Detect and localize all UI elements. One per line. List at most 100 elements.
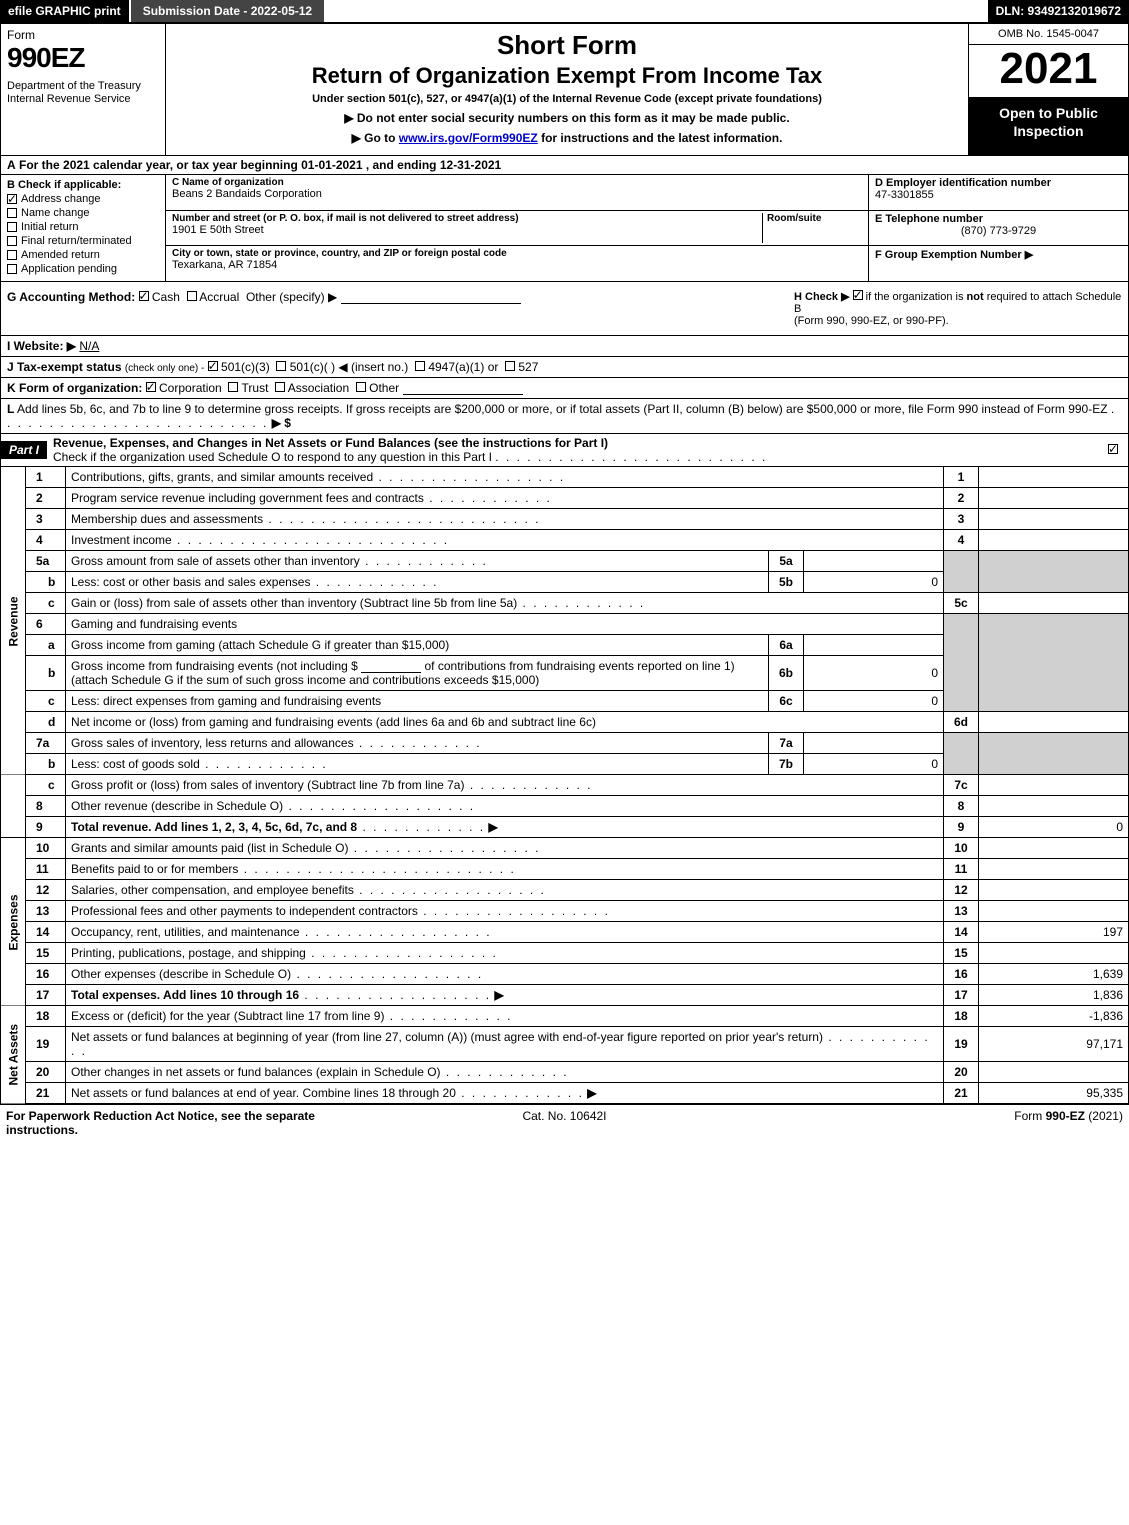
checkbox-icon[interactable] <box>146 382 156 392</box>
checkbox-icon[interactable] <box>7 264 17 274</box>
d-lbl: D Employer identification number <box>875 177 1122 189</box>
line-desc: Other expenses (describe in Schedule O) <box>66 964 944 985</box>
top-spacer <box>324 0 987 22</box>
right-val <box>979 859 1129 880</box>
line-text: Printing, publications, postage, and shi… <box>71 946 306 960</box>
c-name-block: C Name of organization Beans 2 Bandaids … <box>166 175 868 211</box>
line-text: Occupancy, rent, utilities, and maintena… <box>71 925 300 939</box>
blank-line <box>341 292 521 304</box>
checkbox-icon[interactable] <box>853 290 863 300</box>
line-num: 13 <box>26 901 66 922</box>
right-val <box>979 467 1129 488</box>
checkbox-icon[interactable] <box>187 291 197 301</box>
revenue-side-cont <box>1 775 26 838</box>
table-row: 7a Gross sales of inventory, less return… <box>1 733 1129 754</box>
right-num: 6d <box>944 712 979 733</box>
line-text: Total expenses. Add lines 10 through 16 <box>71 988 299 1002</box>
dots-icon <box>300 925 492 939</box>
k-o1: Corporation <box>159 381 222 395</box>
line-desc: Less: cost or other basis and sales expe… <box>66 572 769 593</box>
line-num: 16 <box>26 964 66 985</box>
checkbox-icon[interactable] <box>139 291 149 301</box>
sub-val: 0 <box>804 656 944 691</box>
b-opt-label: Initial return <box>21 221 78 233</box>
sub-num: 6c <box>769 691 804 712</box>
b-opt-final: Final return/terminated <box>7 235 159 247</box>
right-num: 18 <box>944 1006 979 1027</box>
h-t4: (Form 990, 990-EZ, or 990-PF). <box>794 315 949 327</box>
checkbox-icon[interactable] <box>7 194 17 204</box>
b-opt-pending: Application pending <box>7 263 159 275</box>
efile-print-label[interactable]: efile GRAPHIC print <box>0 0 129 22</box>
part1-title: Revenue, Expenses, and Changes in Net As… <box>53 436 608 450</box>
line-text: Gross sales of inventory, less returns a… <box>71 736 354 750</box>
line-num: 17 <box>26 985 66 1006</box>
checkbox-icon[interactable] <box>276 361 286 371</box>
checkbox-icon[interactable] <box>7 250 17 260</box>
open-to-public: Open to Public Inspection <box>969 98 1128 155</box>
g-lbl: G Accounting Method: <box>7 290 135 304</box>
line-desc: Net income or (loss) from gaming and fun… <box>66 712 944 733</box>
dots-icon <box>299 988 491 1002</box>
part1-header-row: Part I Revenue, Expenses, and Changes in… <box>0 434 1129 467</box>
g-other: Other (specify) ▶ <box>246 290 337 304</box>
b-letter: B <box>7 179 15 191</box>
b-opt-label: Final return/terminated <box>21 235 132 247</box>
line-num: 5a <box>26 551 66 572</box>
line-num: d <box>26 712 66 733</box>
section-bcdef: B Check if applicable: Address change Na… <box>0 175 1129 282</box>
line-num: 6 <box>26 614 66 635</box>
checkbox-icon[interactable] <box>275 382 285 392</box>
row-i: I Website: ▶ N/A <box>0 336 1129 357</box>
checkbox-icon[interactable] <box>415 361 425 371</box>
form-word: Form <box>7 28 159 42</box>
revenue-side-label: Revenue <box>1 467 26 775</box>
irs-link[interactable]: www.irs.gov/Form990EZ <box>399 131 538 145</box>
grey-cell <box>944 551 979 593</box>
checkbox-icon[interactable] <box>208 361 218 371</box>
g-cash: Cash <box>152 290 180 304</box>
dots-icon <box>354 736 482 750</box>
checkbox-icon[interactable] <box>228 382 238 392</box>
line-desc: Gross sales of inventory, less returns a… <box>66 733 769 754</box>
col-c: C Name of organization Beans 2 Bandaids … <box>166 175 868 281</box>
right-val: -1,836 <box>979 1006 1129 1027</box>
checkbox-icon[interactable] <box>505 361 515 371</box>
submission-date-label: Submission Date - 2022-05-12 <box>129 0 324 22</box>
part1-title-block: Revenue, Expenses, and Changes in Net As… <box>47 434 1098 466</box>
row-k: K Form of organization: Corporation Trus… <box>0 378 1129 399</box>
table-row: 9 Total revenue. Add lines 1, 2, 3, 4, 5… <box>1 817 1129 838</box>
right-num: 15 <box>944 943 979 964</box>
part1-subtitle: Check if the organization used Schedule … <box>53 450 492 464</box>
j-o1: 501(c)(3) <box>221 360 270 374</box>
table-row: 8 Other revenue (describe in Schedule O)… <box>1 796 1129 817</box>
line-text: Investment income <box>71 533 172 547</box>
right-val: 1,836 <box>979 985 1129 1006</box>
top-bar: efile GRAPHIC print Submission Date - 20… <box>0 0 1129 23</box>
right-val <box>979 712 1129 733</box>
line-desc: Membership dues and assessments <box>66 509 944 530</box>
checkbox-icon[interactable] <box>356 382 366 392</box>
checkbox-icon[interactable] <box>7 222 17 232</box>
b-text: Check if applicable: <box>18 179 121 191</box>
short-form-title: Short Form <box>174 30 960 61</box>
table-row: 5a Gross amount from sale of assets othe… <box>1 551 1129 572</box>
checkbox-icon[interactable] <box>1108 444 1118 454</box>
table-row: 17 Total expenses. Add lines 10 through … <box>1 985 1129 1006</box>
dots-icon <box>418 904 610 918</box>
b-opt-initial: Initial return <box>7 221 159 233</box>
sub-num: 6a <box>769 635 804 656</box>
table-row: 20 Other changes in net assets or fund b… <box>1 1062 1129 1083</box>
c-city: Texarkana, AR 71854 <box>172 259 862 271</box>
dots-icon <box>238 862 515 876</box>
checkbox-icon[interactable] <box>7 208 17 218</box>
row-j: J Tax-exempt status (check only one) - 5… <box>0 357 1129 378</box>
line-desc: Less: cost of goods sold <box>66 754 769 775</box>
checkbox-icon[interactable] <box>7 236 17 246</box>
table-row: 13 Professional fees and other payments … <box>1 901 1129 922</box>
sub-num: 7a <box>769 733 804 754</box>
right-val <box>979 796 1129 817</box>
under-section: Under section 501(c), 527, or 4947(a)(1)… <box>174 93 960 105</box>
c-addr-lbl: Number and street (or P. O. box, if mail… <box>172 213 762 224</box>
line-desc: Gaming and fundraising events <box>66 614 944 635</box>
